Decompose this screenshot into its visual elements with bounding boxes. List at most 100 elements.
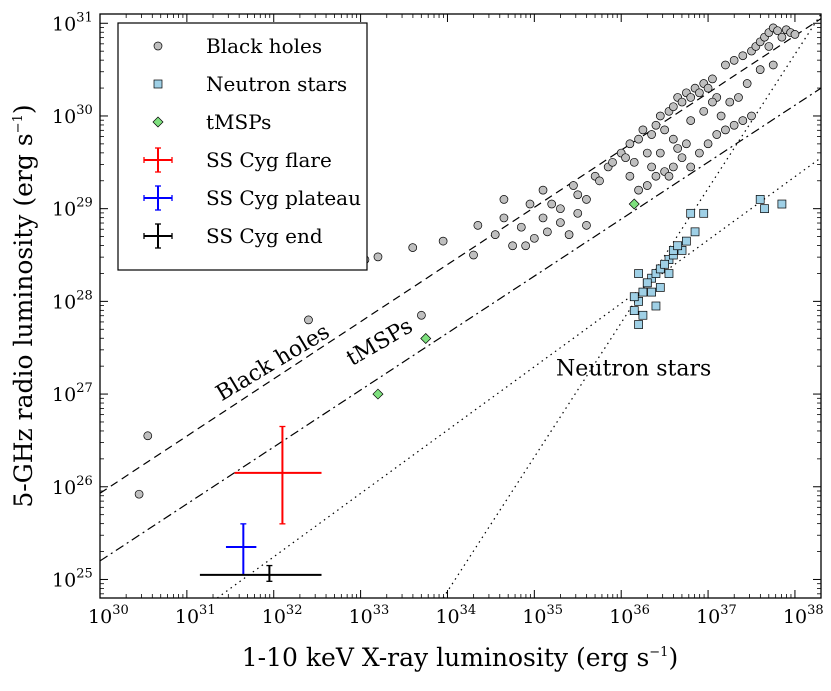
- black-holes-point: [651, 171, 661, 181]
- x-tick-label: 1032: [262, 603, 303, 628]
- ss-cyg-end-errorbar: [199, 564, 322, 582]
- black-holes-point: [738, 51, 748, 61]
- black-holes-point: [582, 195, 591, 204]
- neutron-stars-point: [638, 287, 648, 297]
- legend-item-black-holes: Black holes: [153, 34, 322, 58]
- black-holes-point: [668, 102, 678, 112]
- black-holes-point: [790, 30, 800, 39]
- legend-item-ss-cyg-plateau: SS Cyg plateau: [143, 185, 361, 211]
- black-holes-point: [516, 222, 526, 232]
- legend-label: SS Cyg plateau: [206, 186, 361, 210]
- black-holes-point: [677, 153, 687, 163]
- neutron-stars-point: [699, 208, 709, 218]
- black-holes-point: [625, 171, 635, 181]
- black-holes-point: [538, 185, 548, 195]
- x-tick-label: 1035: [522, 603, 563, 628]
- black-holes-point: [521, 241, 531, 251]
- black-holes-point: [764, 42, 774, 51]
- legend-item-ss-cyg-end: SS Cyg end: [143, 223, 323, 249]
- black-holes-point: [695, 148, 704, 158]
- black-holes-point: [738, 116, 748, 125]
- legend-label: SS Cyg end: [206, 224, 323, 248]
- neutron-stars-point: [634, 269, 643, 278]
- y-axis-label: 5-GHz radio luminosity (erg s−1): [9, 104, 38, 507]
- black-holes-point: [543, 227, 552, 237]
- neutron-stars-point: [686, 208, 696, 218]
- tmsps-point: [628, 198, 640, 210]
- ticks-layer: 1030 1031 1032 1033 1034 1035 1036 1037 1038 1025…: [52, 10, 824, 628]
- black-holes-point: [664, 171, 674, 181]
- black-holes-point: [660, 125, 669, 135]
- black-holes-point: [134, 489, 144, 499]
- x-tick-label: 1037: [696, 603, 737, 628]
- black-holes-point: [742, 79, 752, 88]
- black-holes-point: [564, 230, 574, 239]
- black-holes-point: [721, 60, 730, 70]
- neutron-stars-point: [629, 306, 639, 315]
- data-points-layer: [134, 23, 800, 499]
- black-holes-point: [747, 111, 756, 121]
- black-holes-point: [725, 97, 735, 107]
- neutron-stars-point: [655, 283, 665, 292]
- legend-marker-neutron-stars: [153, 79, 163, 89]
- black-holes-point: [621, 153, 630, 163]
- y-tick-label: 1029: [52, 196, 93, 221]
- neutron-stars-point: [634, 320, 643, 329]
- annotation-neutron-stars: Neutron stars: [556, 357, 711, 382]
- y-tick-label: 1028: [52, 288, 93, 313]
- black-holes-point: [651, 120, 661, 130]
- legend-label: Neutron stars: [206, 72, 347, 96]
- legend-marker-tmsps: [152, 116, 164, 128]
- legend-item-ss-cyg-flare: SS Cyg flare: [143, 147, 332, 173]
- x-axis-label: 1-10 keV X-ray luminosity (erg s−1): [242, 643, 678, 672]
- black-holes-point: [721, 125, 730, 135]
- black-holes-point: [729, 120, 739, 130]
- black-holes-point: [529, 233, 539, 243]
- x-tick-label: 1038: [783, 603, 824, 628]
- neutron-stars-point: [629, 292, 639, 302]
- black-holes-point: [677, 97, 687, 107]
- neutron-stars-point: [638, 310, 648, 320]
- ss-cyg-flare-errorbar: [234, 425, 322, 525]
- black-holes-point: [373, 252, 383, 262]
- black-holes-point: [634, 185, 643, 195]
- errorbars-layer: [199, 425, 322, 582]
- black-holes-point: [755, 65, 765, 74]
- y-tick-label: 1030: [52, 103, 93, 128]
- legend: Black holes Neutron stars tMSPs SS Cyg flar…: [117, 22, 368, 271]
- black-holes-point: [634, 134, 643, 144]
- legend-label: tMSPs: [206, 110, 271, 134]
- x-tick-label: 1033: [349, 603, 390, 628]
- black-holes-point: [629, 157, 639, 167]
- black-holes-point: [708, 97, 717, 107]
- black-holes-point: [473, 221, 483, 230]
- fit-line-neutron-stars-steep: [442, 14, 821, 598]
- y-tick-label: 1027: [52, 381, 93, 406]
- black-holes-point: [712, 130, 722, 139]
- black-holes-point: [573, 208, 583, 218]
- fit-lines-layer: [100, 14, 821, 598]
- black-holes-point: [655, 111, 665, 121]
- black-holes-point: [525, 199, 535, 209]
- black-holes-point: [699, 106, 709, 116]
- black-holes-point: [729, 55, 739, 65]
- black-holes-point: [547, 199, 557, 209]
- black-holes-point: [703, 83, 713, 93]
- black-holes-point: [686, 162, 696, 172]
- black-holes-point: [556, 218, 565, 227]
- black-holes-point: [716, 111, 726, 121]
- black-holes-point: [655, 148, 665, 158]
- black-holes-point: [668, 134, 678, 144]
- legend-label: SS Cyg flare: [206, 148, 332, 172]
- black-holes-point: [573, 190, 583, 200]
- y-tick-label: 1031: [52, 10, 93, 35]
- legend-box: [117, 22, 368, 271]
- black-holes-point: [569, 181, 578, 190]
- black-holes-point: [638, 125, 648, 135]
- fit-line-black-holes: [100, 18, 821, 494]
- tmsps-point: [372, 388, 384, 400]
- black-holes-point: [682, 139, 691, 149]
- black-holes-point: [408, 243, 418, 252]
- x-tick-label: 1031: [175, 603, 216, 628]
